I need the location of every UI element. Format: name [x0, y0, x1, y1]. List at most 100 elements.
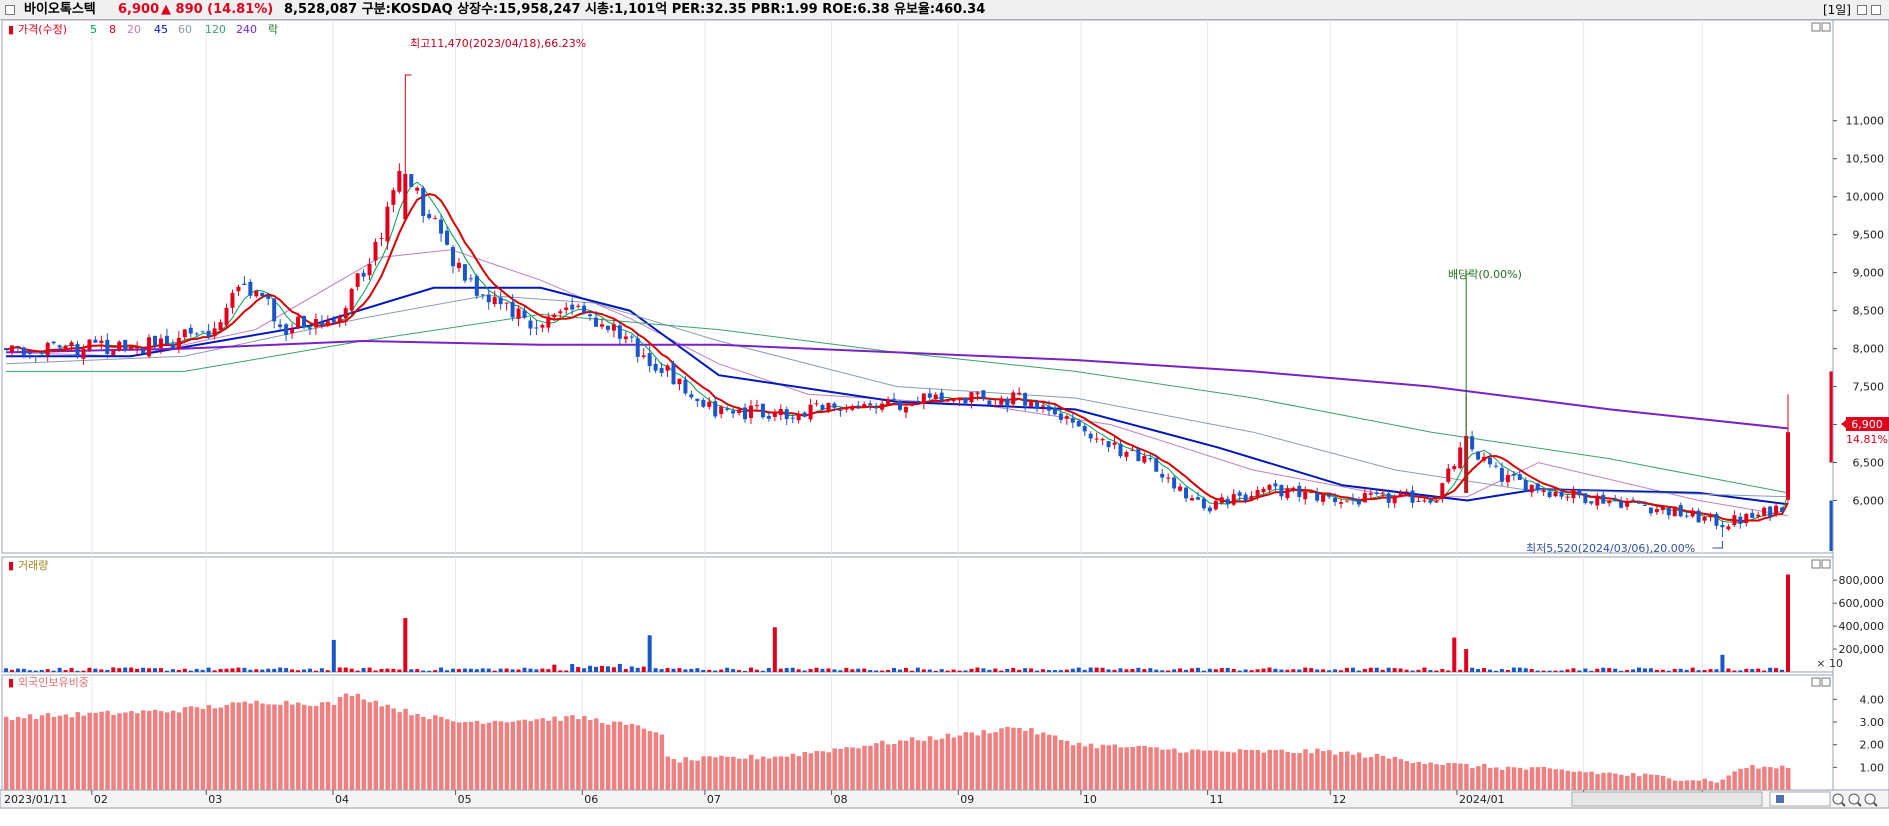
volume-bar — [993, 668, 998, 672]
volume-bar — [1041, 669, 1046, 672]
maximize-icon[interactable] — [1857, 5, 1867, 15]
volume-bar — [635, 667, 640, 672]
volume-bar — [1213, 669, 1218, 672]
volume-bar — [135, 668, 140, 672]
volume-bar — [1553, 670, 1558, 672]
volume-bar — [182, 668, 187, 672]
candle-body — [564, 307, 569, 310]
foreign-bar — [623, 724, 629, 790]
foreign-bar — [1601, 772, 1606, 790]
foreign-bar — [254, 700, 259, 790]
close-icon[interactable] — [1871, 5, 1881, 15]
candle-body — [1726, 526, 1731, 530]
volume-bar — [1780, 669, 1785, 672]
volume-bar — [409, 669, 414, 672]
candle-body — [206, 330, 211, 337]
foreign-bar — [266, 704, 271, 790]
volume-bar — [343, 667, 348, 672]
volume-bar — [1541, 670, 1546, 672]
x-tick-label: 08 — [834, 793, 848, 806]
price-tick-label: 9,000 — [1853, 267, 1885, 280]
volume-bar — [1505, 669, 1510, 672]
volume-bar — [1517, 667, 1522, 672]
candle-body — [1082, 425, 1087, 432]
foreign-bar — [582, 715, 587, 790]
candle-body — [516, 308, 521, 319]
foreign-bar — [1339, 751, 1344, 790]
volume-bar — [111, 667, 116, 672]
candle-body — [1064, 416, 1069, 419]
foreign-bar — [1452, 763, 1457, 790]
candle-body — [248, 281, 253, 296]
candle-body — [1660, 507, 1665, 511]
candle-body — [1619, 501, 1624, 508]
volume-bar — [719, 669, 724, 672]
candle-body — [576, 305, 581, 307]
candle-body — [695, 398, 700, 401]
foreign-bar — [1464, 764, 1469, 790]
candle-body — [808, 404, 813, 420]
volume-bar — [963, 670, 968, 672]
foreign-bar — [927, 736, 933, 790]
candle-body — [21, 347, 26, 355]
foreign-bar — [558, 720, 563, 790]
volume-bar — [1744, 668, 1749, 672]
volume-bar — [1178, 668, 1183, 672]
foreign-bar — [576, 719, 581, 790]
volume-bar — [349, 668, 354, 672]
volume-bar — [1309, 668, 1314, 672]
candle-body — [701, 399, 706, 407]
foreign-bar — [1190, 749, 1195, 790]
volume-bar — [1631, 669, 1636, 672]
volume-bar — [850, 669, 855, 672]
pane-close-icon — [1821, 559, 1831, 569]
zoom-handle — [1841, 802, 1846, 807]
volume-bar — [1488, 669, 1493, 672]
candle-body — [1321, 494, 1326, 502]
candle-body — [1160, 473, 1165, 478]
foreign-bar — [641, 728, 647, 790]
foreign-bar — [1178, 752, 1183, 790]
candle-body — [993, 405, 998, 407]
foreign-bar — [456, 722, 462, 790]
period-selector[interactable]: [1일] — [1822, 3, 1851, 17]
volume-bar — [623, 669, 628, 672]
foreign-bar — [129, 711, 134, 790]
foreign-bar — [1446, 762, 1451, 790]
volume-bar — [528, 668, 533, 672]
foreign-bar — [1392, 756, 1398, 790]
foreign-bar — [1422, 763, 1427, 790]
foreign-bar — [808, 753, 814, 790]
foreign-bar — [1648, 774, 1654, 790]
candle-body — [164, 335, 169, 344]
foreign-bar — [1237, 749, 1243, 790]
collapse-icon[interactable] — [5, 5, 15, 15]
foreign-bar — [1642, 773, 1648, 790]
volume-bar — [1303, 667, 1308, 672]
candle-body — [1255, 489, 1260, 498]
volume-bar — [170, 669, 175, 672]
candle-body — [1738, 516, 1743, 524]
candle-body — [373, 241, 378, 261]
volume-bar — [1642, 668, 1647, 672]
foreign-bar — [957, 735, 963, 790]
foreign-bar — [164, 712, 170, 790]
foreign-bar — [1786, 768, 1791, 790]
foreign-bar — [1535, 767, 1541, 790]
volume-bar — [1577, 670, 1582, 672]
volume-bar — [1750, 669, 1755, 672]
volume-bar — [1493, 670, 1498, 672]
foreign-bar — [1511, 767, 1517, 790]
bottom-controls[interactable] — [1571, 791, 1878, 807]
candle-body — [188, 327, 193, 334]
price-tick-label: 10,000 — [1846, 191, 1885, 204]
candle-body — [1166, 477, 1171, 479]
volume-bar — [856, 668, 861, 672]
candle-body — [862, 404, 867, 407]
candle-body — [492, 297, 497, 305]
foreign-bar — [963, 732, 969, 790]
slider-handle — [1776, 795, 1784, 803]
candle-body — [1398, 492, 1403, 496]
foreign-bar — [588, 720, 593, 790]
